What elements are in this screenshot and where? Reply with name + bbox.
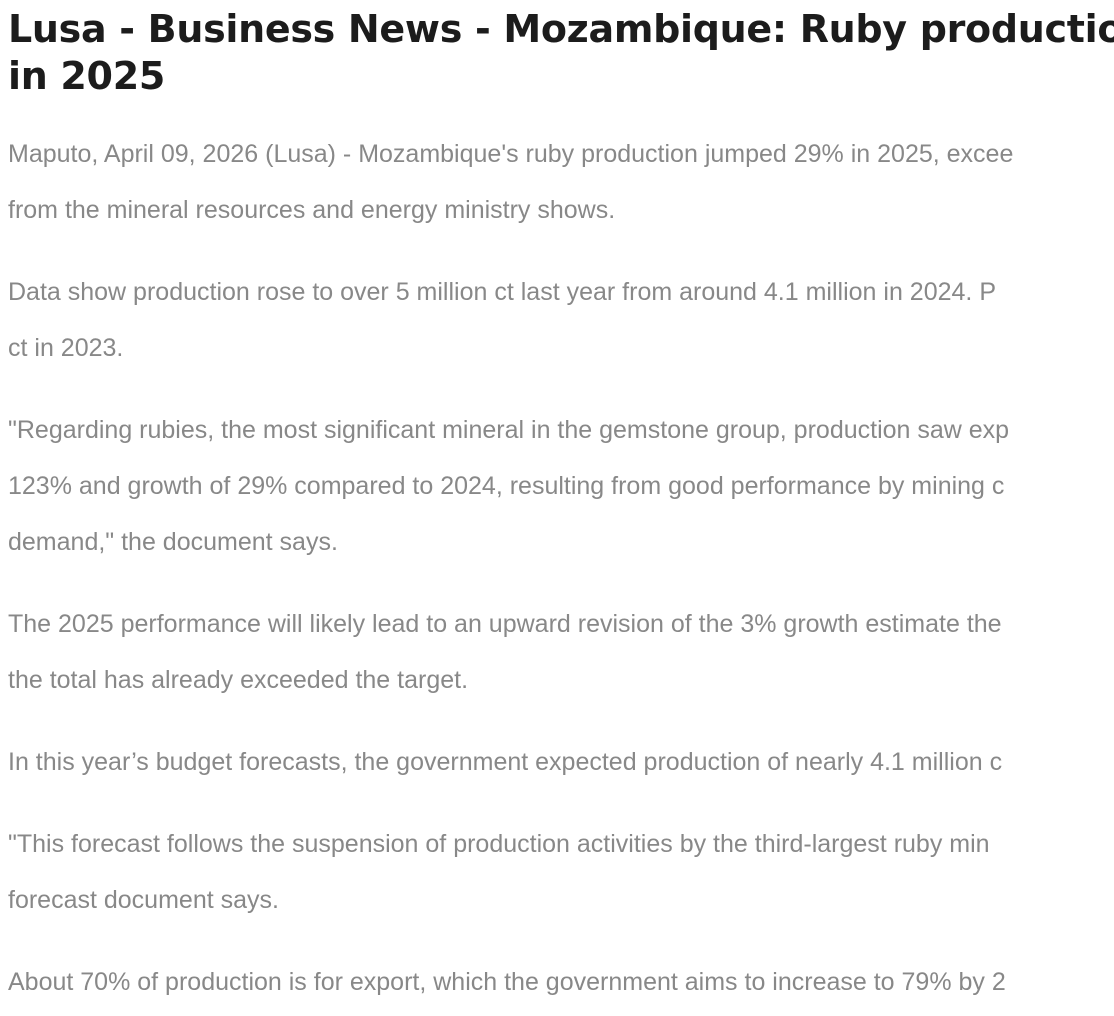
- paragraph-line: About 70% of production is for export, w…: [8, 968, 1006, 996]
- article-body: Maputo, April 09, 2026 (Lusa) - Mozambiq…: [8, 126, 1114, 1010]
- paragraph-line: "This forecast follows the suspension of…: [8, 830, 990, 858]
- paragraph-line: 123% and growth of 29% compared to 2024,…: [8, 472, 1005, 500]
- paragraph-line: ct in 2023.: [8, 334, 124, 362]
- paragraph: "Regarding rubies, the most significant …: [8, 402, 1114, 570]
- title-line: Lusa - Business News - Mozambique: Ruby …: [8, 7, 1114, 51]
- paragraph-line: Data show production rose to over 5 mill…: [8, 278, 996, 306]
- paragraph-line: The 2025 performance will likely lead to…: [8, 610, 1002, 638]
- paragraph: About 70% of production is for export, w…: [8, 954, 1114, 1010]
- paragraph-line: from the mineral resources and energy mi…: [8, 196, 616, 224]
- paragraph: Maputo, April 09, 2026 (Lusa) - Mozambiq…: [8, 126, 1114, 238]
- article-title: Lusa - Business News - Mozambique: Ruby …: [8, 6, 1114, 100]
- paragraph: "This forecast follows the suspension of…: [8, 816, 1114, 928]
- paragraph: In this year’s budget forecasts, the gov…: [8, 734, 1114, 790]
- paragraph-line: In this year’s budget forecasts, the gov…: [8, 748, 1003, 776]
- paragraph-line: forecast document says.: [8, 886, 279, 914]
- paragraph: The 2025 performance will likely lead to…: [8, 596, 1114, 708]
- paragraph-line: "Regarding rubies, the most significant …: [8, 416, 1010, 444]
- title-line: in 2025: [8, 54, 165, 98]
- paragraph-line: the total has already exceeded the targe…: [8, 666, 469, 694]
- paragraph-line: Maputo, April 09, 2026 (Lusa) - Mozambiq…: [8, 140, 1014, 168]
- paragraph: Data show production rose to over 5 mill…: [8, 264, 1114, 376]
- paragraph-line: demand," the document says.: [8, 528, 338, 556]
